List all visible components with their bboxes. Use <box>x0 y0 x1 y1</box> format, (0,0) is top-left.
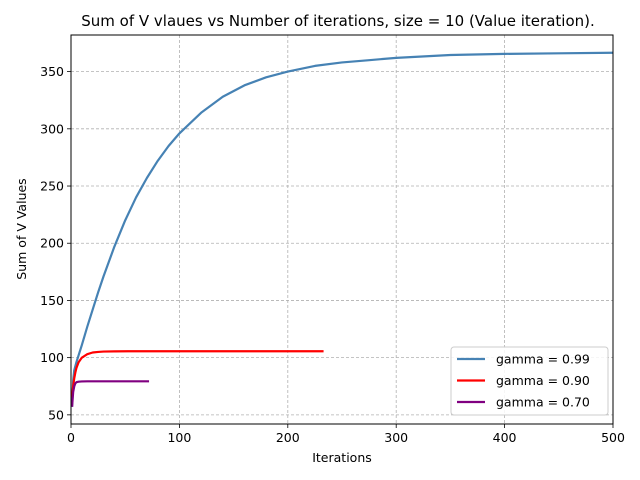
y-axis-label: Sum of V Values <box>14 178 29 279</box>
legend-box <box>450 346 609 416</box>
y-tick-label: 200 <box>40 236 64 251</box>
legend-label: gamma = 0.99 <box>496 352 590 367</box>
x-tick-label: 400 <box>493 430 517 445</box>
y-tick-label: 250 <box>40 179 64 194</box>
x-tick-label: 0 <box>67 430 75 445</box>
x-tick-label: 300 <box>384 430 408 445</box>
series-line-1 <box>70 350 324 398</box>
y-tick-label: 50 <box>48 407 64 422</box>
legend-label: gamma = 0.90 <box>496 373 590 388</box>
axis-layer: 0 100 200 300 400 500 50 100 150 200 250 300 350 <box>40 64 625 445</box>
y-tick-label: 150 <box>40 293 64 308</box>
y-tick-label: 350 <box>40 64 64 79</box>
legend-label: gamma = 0.70 <box>496 395 590 410</box>
y-tick-label: 100 <box>40 350 64 365</box>
y-tick-label: 300 <box>40 121 64 136</box>
series-line-0 <box>70 51 614 407</box>
chart-title: Sum of V vlaues vs Number of iterations,… <box>81 12 595 30</box>
series-layer <box>70 51 614 407</box>
x-tick-label: 500 <box>601 430 625 445</box>
grid-layer <box>71 35 613 424</box>
x-tick-label: 200 <box>276 430 300 445</box>
x-axis-label: Iterations <box>312 450 372 465</box>
series-line-2 <box>70 380 150 407</box>
plot-frame <box>70 34 614 425</box>
legend: gamma = 0.99 gamma = 0.90 gamma = 0.70 <box>450 346 609 416</box>
x-tick-label: 100 <box>167 430 191 445</box>
